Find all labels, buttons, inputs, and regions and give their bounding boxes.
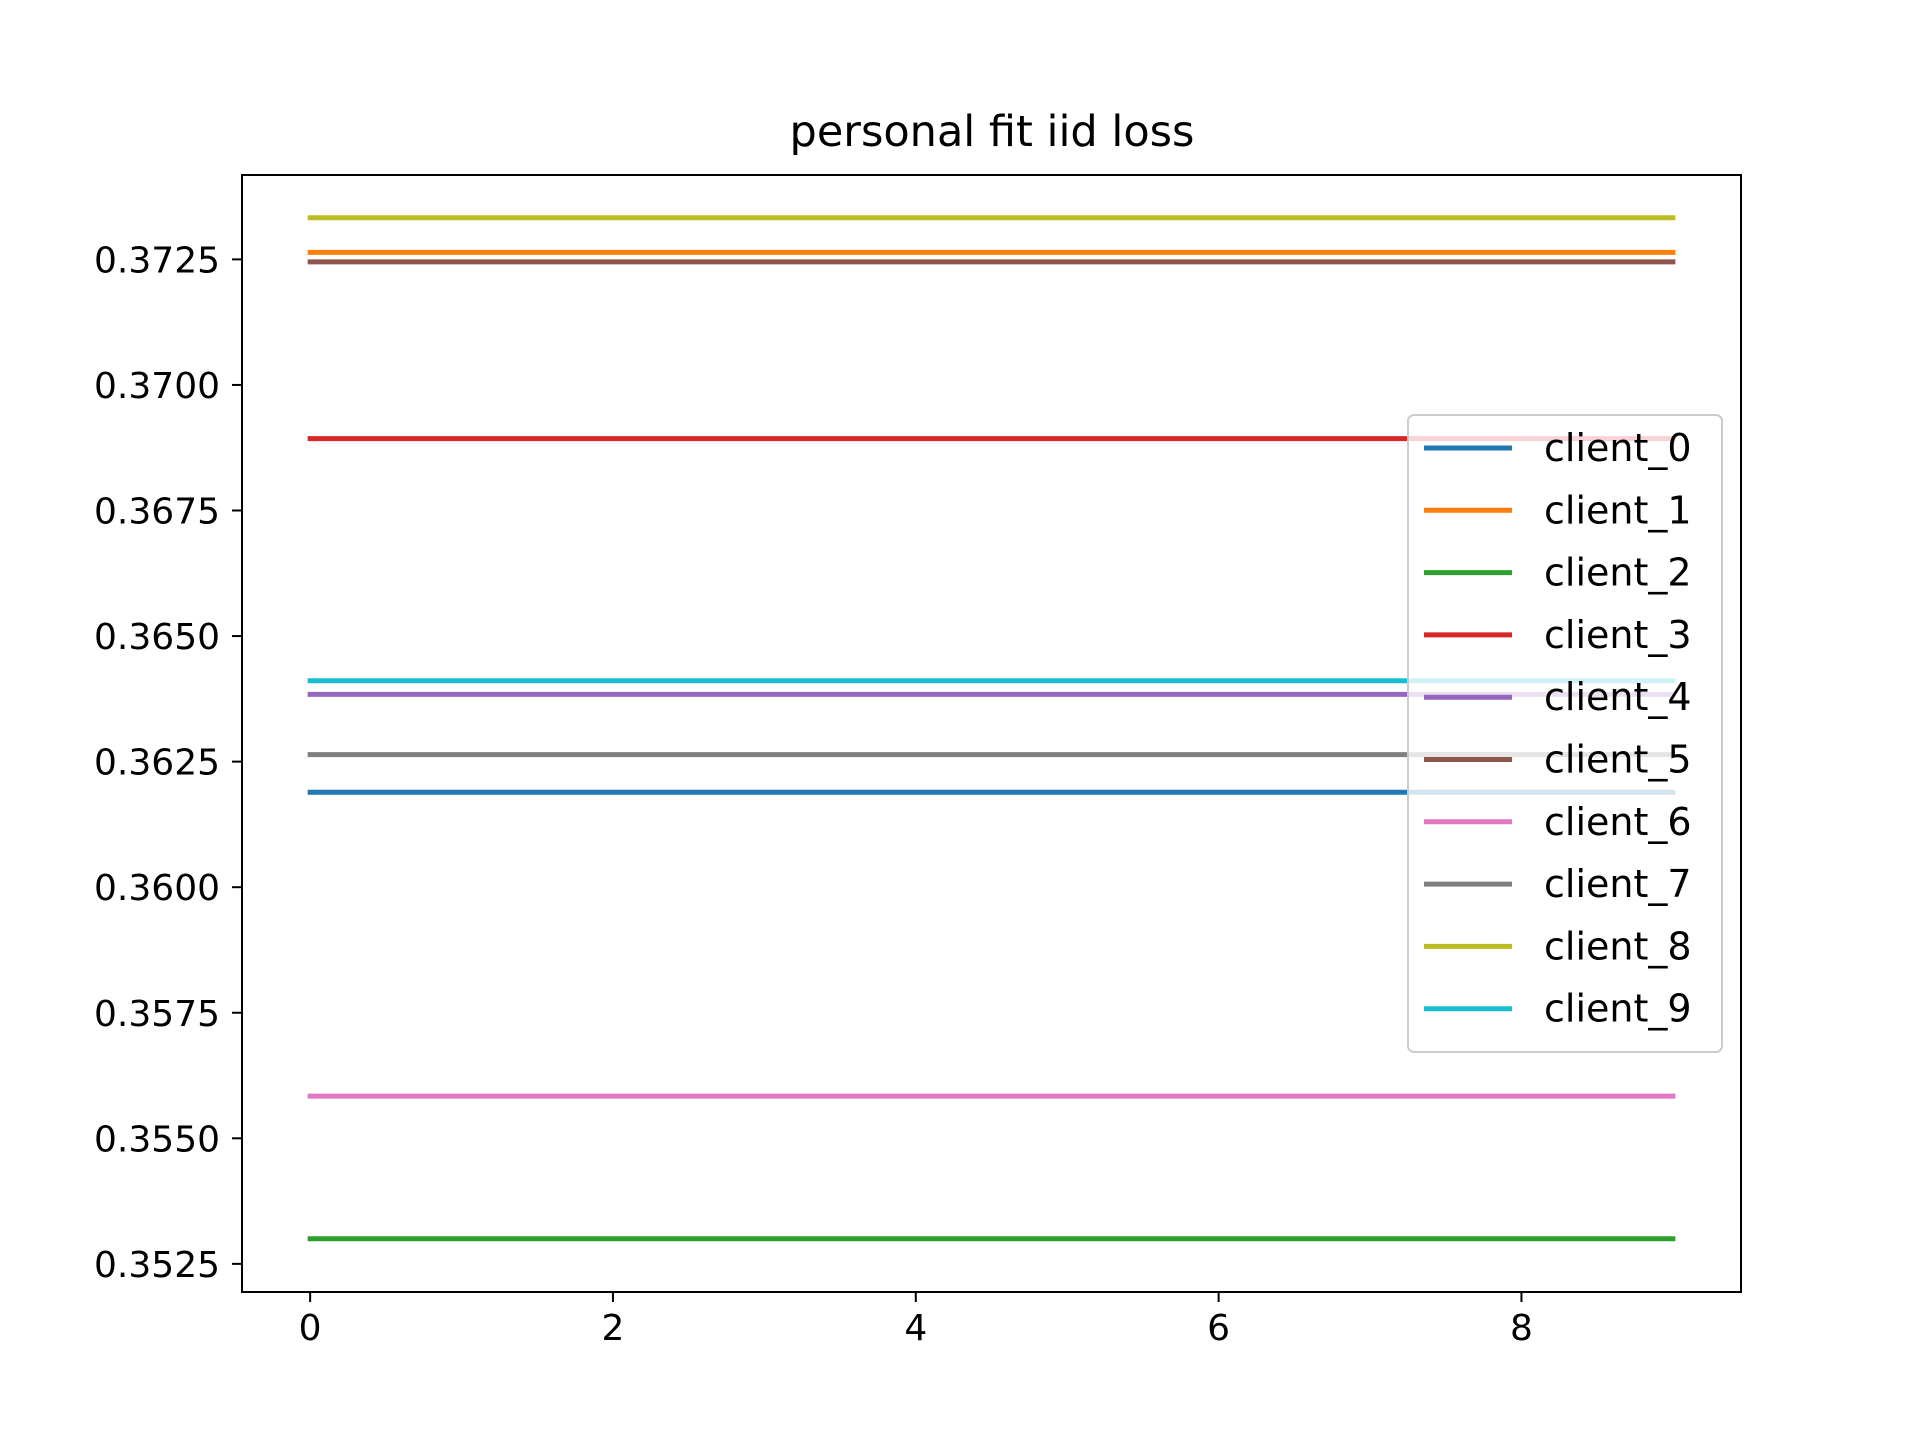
- legend-label-client-4: client_4: [1544, 675, 1692, 719]
- chart-title: personal fit iid loss: [790, 107, 1195, 157]
- chart-legend: client_0 client_1 client_2 client_3 client_4…: [1407, 414, 1723, 1053]
- plot-frame: [241, 174, 1742, 1293]
- y-tick-label: 0.3625: [94, 743, 220, 784]
- x-tick-label: 2: [602, 1308, 625, 1349]
- y-tick-label: 0.3575: [94, 994, 220, 1035]
- legend-label-client-5: client_5: [1544, 738, 1692, 782]
- legend-label-client-3: client_3: [1544, 613, 1692, 657]
- legend-label-client-0: client_0: [1544, 426, 1692, 470]
- x-tick-label: 4: [904, 1308, 927, 1349]
- y-tick-label: 0.3700: [94, 366, 220, 407]
- y-tick-label: 0.3725: [94, 240, 220, 281]
- axes-layer: 0 2 4 6 8 0.3525 0.3550 0.3575 0.3600 0.3625 0.365…: [94, 174, 1742, 1349]
- legend-label-client-2: client_2: [1544, 551, 1692, 595]
- x-tick-label: 8: [1510, 1308, 1533, 1349]
- x-tick-label: 0: [299, 1308, 322, 1349]
- legend-label-client-8: client_8: [1544, 924, 1692, 968]
- y-tick-label: 0.3675: [94, 492, 220, 533]
- y-tick-label: 0.3650: [94, 617, 220, 658]
- y-tick-label: 0.3525: [94, 1245, 220, 1286]
- legend-label-client-6: client_6: [1544, 800, 1692, 844]
- legend-label-client-7: client_7: [1544, 862, 1692, 906]
- legend-label-client-1: client_1: [1544, 488, 1692, 532]
- y-tick-label: 0.3550: [94, 1119, 220, 1160]
- legend-label-client-9: client_9: [1544, 987, 1692, 1031]
- y-tick-label: 0.3600: [94, 868, 220, 909]
- x-tick-label: 6: [1207, 1308, 1230, 1349]
